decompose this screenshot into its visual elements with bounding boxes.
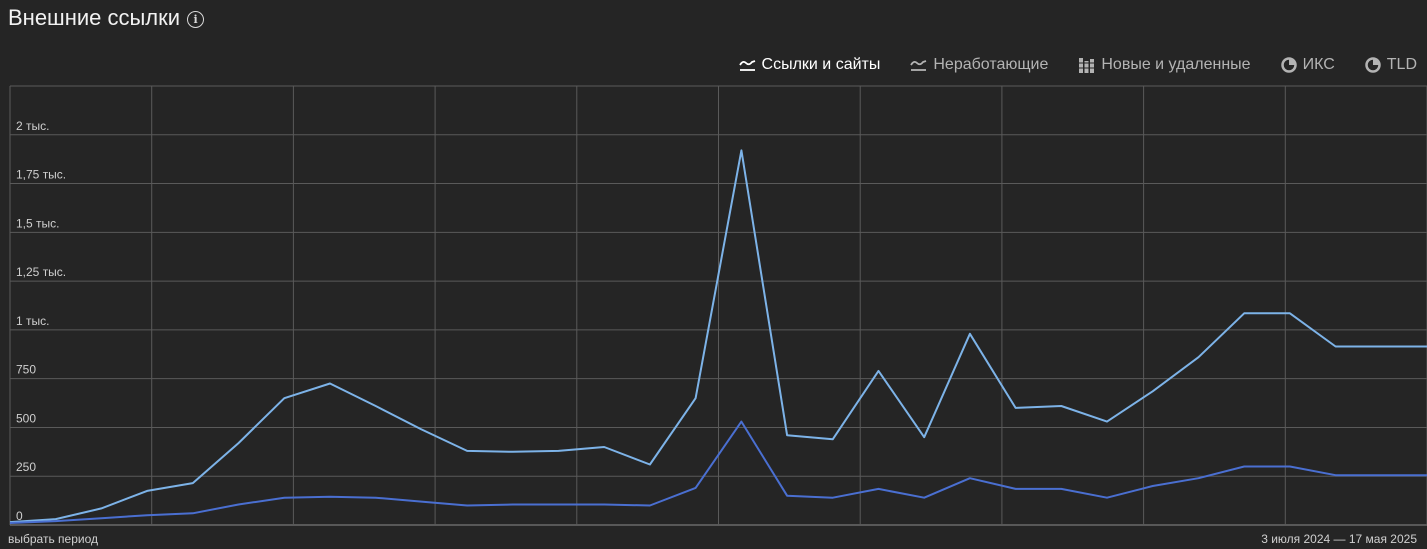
tab-label: Неработающие [933, 56, 1049, 73]
series-line-0 [9, 149, 1427, 524]
date-range-label: 3 июля 2024 — 17 мая 2025 [1261, 532, 1417, 546]
y-tick-label: 1,5 тыс. [16, 216, 59, 230]
series-line-1 [9, 420, 1427, 524]
line-chart-icon [738, 60, 755, 71]
y-tick-label: 1,25 тыс. [16, 265, 66, 279]
line-chart-icon [910, 60, 927, 71]
chart-tabs: Ссылки и сайты Неработающие Новые и удал… [738, 56, 1417, 74]
tab-links-and-sites[interactable]: Ссылки и сайты [738, 56, 881, 74]
page-title: Внешние ссылки [8, 5, 181, 30]
y-tick-label: 750 [16, 363, 36, 377]
y-tick-label: 0 [16, 509, 23, 523]
y-tick-label: 250 [16, 460, 36, 474]
tab-label: ИКС [1302, 56, 1335, 73]
pie-chart-icon [1365, 57, 1381, 73]
pie-chart-icon [1280, 57, 1297, 73]
y-tick-label: 500 [16, 411, 36, 425]
bar-chart-icon [1079, 57, 1095, 73]
tab-label: TLD [1386, 56, 1417, 73]
y-tick-label: 1 тыс. [16, 314, 49, 328]
tab-label: Новые и удаленные [1101, 56, 1251, 73]
tab-iks[interactable]: ИКС [1280, 56, 1335, 74]
y-tick-label: 1,75 тыс. [16, 168, 66, 182]
tab-broken[interactable]: Неработающие [910, 56, 1048, 74]
select-period-link[interactable]: выбрать период [8, 532, 98, 546]
y-tick-label: 2 тыс. [16, 119, 49, 133]
tab-tld[interactable]: TLD [1365, 56, 1417, 74]
tab-new-and-deleted[interactable]: Новые и удаленные [1078, 56, 1251, 74]
widget-title: Внешние ссылки i [8, 5, 205, 31]
info-icon[interactable]: i [187, 10, 205, 28]
tab-label: Ссылки и сайты [761, 56, 881, 73]
